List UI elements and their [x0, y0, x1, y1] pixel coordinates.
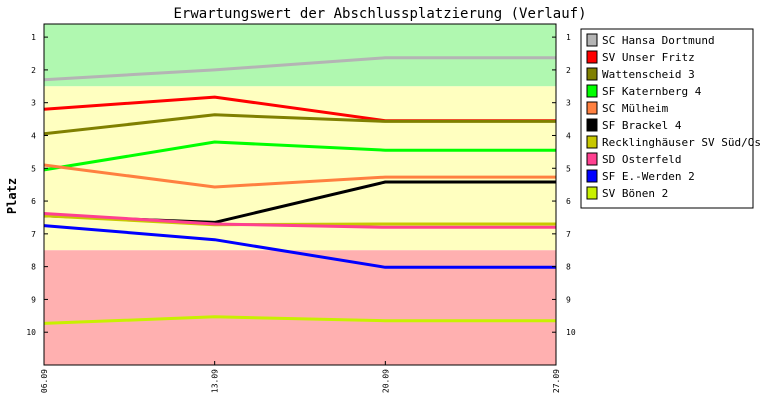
legend-label-1: SV Unser Fritz — [602, 51, 695, 64]
legend-label-5: SF Brackel 4 — [602, 119, 682, 132]
y-tick-label-left: 9 — [31, 295, 36, 304]
y-tick-label-right: 3 — [566, 99, 571, 108]
band-0 — [44, 24, 556, 87]
legend-label-0: SC Hansa Dortmund — [602, 34, 715, 47]
x-tick-label: 20.09 — [381, 369, 390, 393]
series-line-2 — [43, 113, 556, 136]
series-line-8 — [43, 224, 556, 269]
series-lines — [43, 56, 556, 325]
legend-swatch-6 — [586, 135, 598, 149]
y-ticks-right: 1 2 3 4 5 6 7 8 9 10 — [552, 33, 576, 337]
x-ticks: 06.09 13.09 20.09 27.09 — [40, 361, 561, 393]
series-line-4 — [43, 163, 556, 189]
legend-label-3: SF Katernberg 4 — [602, 85, 702, 98]
legend-label-7: SD Osterfeld — [602, 153, 681, 166]
y-tick-label-right: 8 — [566, 263, 571, 272]
y-tick-label-left: 7 — [31, 230, 36, 239]
y-tick-label-right: 6 — [566, 197, 571, 206]
series-line-3 — [43, 140, 556, 172]
legend: SC Hansa Dortmund SV Unser Fritz Wattensch… — [580, 28, 760, 209]
legend-label-4: SC Mülheim — [602, 102, 669, 115]
legend-label-8: SF E.-Werden 2 — [602, 170, 695, 183]
y-tick-label-left: 1 — [31, 33, 36, 42]
legend-label-9: SV Bönen 2 — [602, 187, 668, 200]
x-tick-label: 13.09 — [211, 369, 220, 393]
y-tick-label-right: 1 — [566, 33, 571, 42]
legend-swatch-0 — [586, 33, 598, 47]
x-tick-label: 27.09 — [552, 369, 561, 393]
y-tick-label-right: 9 — [566, 295, 571, 304]
chart-title: Erwartungswert der Abschlussplatzierung … — [173, 6, 586, 22]
legend-swatch-2 — [586, 67, 598, 81]
legend-swatch-4 — [586, 101, 598, 115]
y-tick-label-left: 4 — [31, 131, 36, 140]
plot-frame — [43, 23, 557, 366]
legend-swatch-7 — [586, 152, 598, 166]
legend-swatch-9 — [586, 186, 598, 200]
y-tick-label-left: 8 — [31, 263, 36, 272]
y-tick-label-right: 5 — [566, 164, 571, 173]
y-tick-label-right: 7 — [566, 230, 571, 239]
y-tick-label-left: 6 — [31, 197, 36, 206]
legend-swatch-1 — [586, 50, 598, 64]
legend-swatch-5 — [586, 118, 598, 132]
band-2 — [44, 250, 556, 365]
y-tick-label-left: 2 — [31, 66, 36, 75]
y-tick-label-left: 10 — [26, 328, 36, 337]
background-bands — [44, 24, 556, 365]
y-tick-label-left: 5 — [31, 164, 36, 173]
y-tick-label-right: 2 — [566, 66, 571, 75]
legend-swatch-3 — [586, 84, 598, 98]
x-tick-label: 06.09 — [40, 369, 49, 393]
y-tick-label-right: 10 — [566, 328, 576, 337]
y-tick-label-right: 4 — [566, 131, 571, 140]
series-line-7 — [43, 212, 556, 229]
y-axis-label: Platz — [5, 178, 19, 214]
series-line-0 — [43, 56, 556, 82]
legend-label-6: Recklinghäuser SV Süd/Ost — [602, 136, 760, 149]
series-line-9 — [43, 315, 556, 325]
legend-swatch-8 — [586, 169, 598, 183]
y-ticks-left: 1 2 3 4 5 6 7 8 9 10 — [26, 33, 48, 337]
y-tick-label-left: 3 — [31, 99, 36, 108]
legend-box — [580, 28, 754, 209]
legend-label-2: Wattenscheid 3 — [602, 68, 695, 81]
